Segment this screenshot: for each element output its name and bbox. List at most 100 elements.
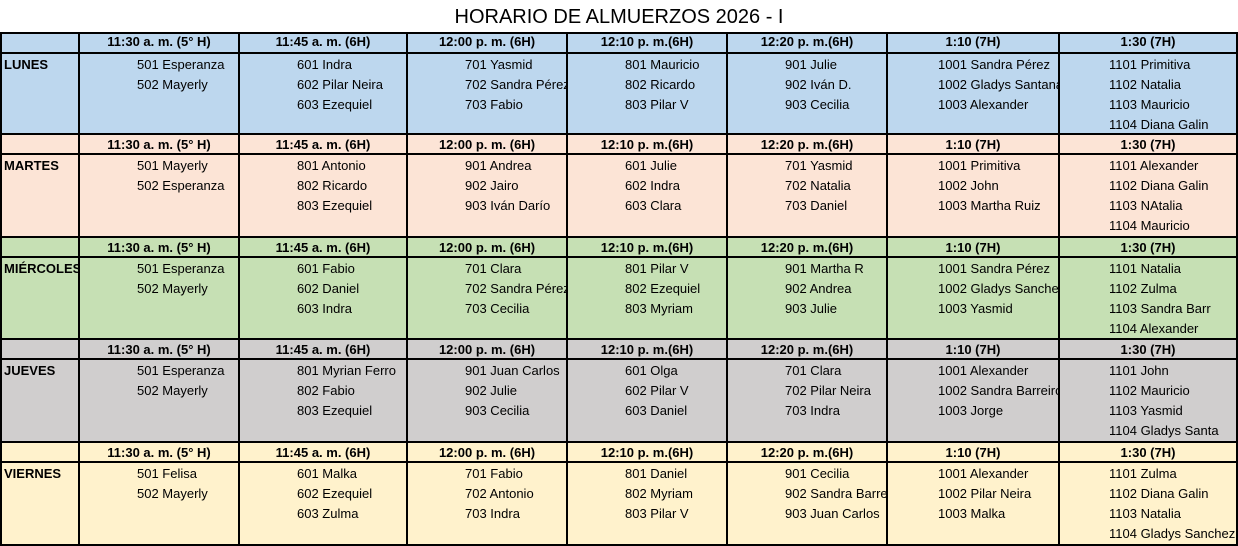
schedule-cell[interactable]: 701 Yasmid 702 Sandra Pérez 703 Fabio: [408, 54, 568, 135]
schedule-cell[interactable]: 801 Myrian Ferro 802 Fabio 803 Ezequiel: [240, 360, 408, 443]
group-teacher-entry: 901 Andrea: [465, 158, 532, 173]
schedule-cell[interactable]: 601 Indra 602 Pilar Neira 603 Ezequiel: [240, 54, 408, 135]
time-slot-header[interactable]: 11:45 a. m. (6H): [240, 340, 408, 360]
schedule-cell[interactable]: 901 Cecilia 902 Sandra Barreiro 903 Juan C…: [728, 463, 888, 546]
group-teacher-entry: 1101 Primitiva: [1109, 57, 1191, 72]
schedule-cell[interactable]: 701 Yasmid 702 Natalia 703 Daniel: [728, 155, 888, 238]
time-slot-header[interactable]: 11:45 a. m. (6H): [240, 238, 408, 258]
group-teacher-entry: 703 Indra: [465, 506, 520, 521]
time-slot-header[interactable]: 1:10 (7H): [888, 32, 1060, 54]
group-teacher-entry: 701 Yasmid: [785, 158, 853, 173]
time-slot-header[interactable]: 12:20 p. m.(6H): [728, 135, 888, 155]
group-teacher-entry: 601 Indra: [297, 57, 352, 72]
schedule-cell[interactable]: 1001 Sandra Pérez 1002 Gladys Santana 1003…: [888, 54, 1060, 135]
schedule-cell[interactable]: 601 Malka 602 Ezequiel 603 Zulma: [240, 463, 408, 546]
time-slot-header[interactable]: 12:00 p. m. (6H): [408, 238, 568, 258]
schedule-cell[interactable]: 901 Martha R 902 Andrea 903 Julie: [728, 258, 888, 340]
schedule-cell[interactable]: 601 Fabio 602 Daniel 603 Indra: [240, 258, 408, 340]
time-slot-header[interactable]: 1:30 (7H): [1060, 443, 1238, 463]
group-teacher-entry: 702 Sandra Pérez: [465, 77, 568, 92]
group-teacher-entry: 703 Cecilia: [465, 301, 530, 316]
group-teacher-entry: 501 Felisa: [137, 466, 197, 481]
schedule-cell[interactable]: 1001 Alexander 1002 Pilar Neira 1003 Malka: [888, 463, 1060, 546]
time-slot-header[interactable]: 11:30 a. m. (5° H): [80, 443, 240, 463]
time-slot-header[interactable]: 11:30 a. m. (5° H): [80, 340, 240, 360]
group-teacher-entry: 1001 Alexander: [938, 363, 1029, 378]
day-label[interactable]: JUEVES: [0, 360, 80, 443]
schedule-cell[interactable]: 1101 Primitiva 1102 Natalia 1103 Mauricio 1…: [1060, 54, 1238, 135]
schedule-cell[interactable]: 1101 Natalia 1102 Zulma 1103 Sandra Barr 11…: [1060, 258, 1238, 340]
schedule-cell[interactable]: 801 Antonio 802 Ricardo 803 Ezequiel: [240, 155, 408, 238]
time-slot-header[interactable]: 11:45 a. m. (6H): [240, 135, 408, 155]
corner-cell[interactable]: [0, 340, 80, 360]
schedule-cell[interactable]: 501 Felisa 502 Mayerly: [80, 463, 240, 546]
time-slot-header[interactable]: 11:45 a. m. (6H): [240, 32, 408, 54]
time-slot-header[interactable]: 12:10 p. m.(6H): [568, 135, 728, 155]
schedule-cell[interactable]: 1101 John 1102 Mauricio 1103 Yasmid 1104 Gl…: [1060, 360, 1238, 443]
schedule-cell[interactable]: 901 Andrea 902 Jairo 903 Iván Darío: [408, 155, 568, 238]
group-teacher-entry: 801 Mauricio: [625, 57, 700, 72]
schedule-cell[interactable]: 701 Clara 702 Pilar Neira 703 Indra: [728, 360, 888, 443]
time-slot-header[interactable]: 11:30 a. m. (5° H): [80, 32, 240, 54]
time-slot-header[interactable]: 12:20 p. m.(6H): [728, 32, 888, 54]
time-slot-header[interactable]: 12:20 p. m.(6H): [728, 443, 888, 463]
schedule-cell[interactable]: 1101 Zulma 1102 Diana Galin 1103 Natalia 11…: [1060, 463, 1238, 546]
group-teacher-entry: 1102 Mauricio: [1109, 383, 1190, 398]
schedule-cell[interactable]: 1001 Alexander 1002 Sandra Barreiro 1003 J…: [888, 360, 1060, 443]
time-slot-header[interactable]: 12:10 p. m.(6H): [568, 443, 728, 463]
schedule-cell[interactable]: 501 Esperanza 502 Mayerly: [80, 54, 240, 135]
time-slot-header[interactable]: 1:30 (7H): [1060, 340, 1238, 360]
group-teacher-entry: 502 Mayerly: [137, 77, 208, 92]
schedule-cell[interactable]: 601 Julie 602 Indra 603 Clara: [568, 155, 728, 238]
time-slot-header[interactable]: 1:10 (7H): [888, 443, 1060, 463]
day-block-lunes: LUNES 11:30 a. m. (5° H) 501 Esperanza 502 …: [0, 32, 1238, 135]
schedule-cell[interactable]: 901 Juan Carlos 902 Julie 903 Cecilia: [408, 360, 568, 443]
time-slot-header[interactable]: 12:10 p. m.(6H): [568, 32, 728, 54]
day-label[interactable]: VIERNES: [0, 463, 80, 546]
group-teacher-entry: 501 Esperanza: [137, 363, 225, 378]
corner-cell[interactable]: [0, 32, 80, 54]
time-slot-header[interactable]: 12:20 p. m.(6H): [728, 238, 888, 258]
time-slot-header[interactable]: 12:00 p. m. (6H): [408, 340, 568, 360]
schedule-cell[interactable]: 501 Esperanza 502 Mayerly: [80, 360, 240, 443]
time-slot-header[interactable]: 11:45 a. m. (6H): [240, 443, 408, 463]
time-slot-header[interactable]: 11:30 a. m. (5° H): [80, 238, 240, 258]
time-slot-header[interactable]: 12:20 p. m.(6H): [728, 340, 888, 360]
time-slot-header[interactable]: 12:00 p. m. (6H): [408, 135, 568, 155]
day-label[interactable]: MARTES: [0, 155, 80, 238]
group-teacher-entry: 1103 Natalia: [1109, 506, 1182, 521]
time-slot-header[interactable]: 11:30 a. m. (5° H): [80, 135, 240, 155]
group-teacher-entry: 803 Pilar V: [625, 506, 689, 521]
schedule-cell[interactable]: 601 Olga 602 Pilar V 603 Daniel: [568, 360, 728, 443]
corner-cell[interactable]: [0, 135, 80, 155]
time-slot-header[interactable]: 1:30 (7H): [1060, 135, 1238, 155]
group-teacher-entry: 603 Indra: [297, 301, 352, 316]
time-slot-header[interactable]: 12:00 p. m. (6H): [408, 32, 568, 54]
time-slot-header[interactable]: 1:30 (7H): [1060, 238, 1238, 258]
time-slot-header[interactable]: 12:10 p. m.(6H): [568, 340, 728, 360]
time-slot-header[interactable]: 1:30 (7H): [1060, 32, 1238, 54]
group-teacher-entry: 1002 Gladys Sanchez: [938, 281, 1060, 296]
schedule-cell[interactable]: 1001 Primitiva 1002 John 1003 Martha Ruiz: [888, 155, 1060, 238]
time-slot-header[interactable]: 1:10 (7H): [888, 135, 1060, 155]
schedule-cell[interactable]: 501 Esperanza 502 Mayerly: [80, 258, 240, 340]
schedule-cell[interactable]: 701 Clara 702 Sandra Pérez 703 Cecilia: [408, 258, 568, 340]
corner-cell[interactable]: [0, 238, 80, 258]
time-slot-header[interactable]: 12:00 p. m. (6H): [408, 443, 568, 463]
group-teacher-entry: 602 Ezequiel: [297, 486, 373, 501]
schedule-cell[interactable]: 1101 Alexander 1102 Diana Galin 1103 NAtal…: [1060, 155, 1238, 238]
group-teacher-entry: 802 Ricardo: [297, 178, 368, 193]
day-label[interactable]: LUNES: [0, 54, 80, 135]
schedule-cell[interactable]: 801 Daniel 802 Myriam 803 Pilar V: [568, 463, 728, 546]
corner-cell[interactable]: [0, 443, 80, 463]
schedule-cell[interactable]: 901 Julie 902 Iván D. 903 Cecilia: [728, 54, 888, 135]
time-slot-header[interactable]: 12:10 p. m.(6H): [568, 238, 728, 258]
day-label[interactable]: MIÉRCOLES: [0, 258, 80, 340]
schedule-cell[interactable]: 501 Mayerly 502 Esperanza: [80, 155, 240, 238]
schedule-cell[interactable]: 701 Fabio 702 Antonio 703 Indra: [408, 463, 568, 546]
schedule-cell[interactable]: 1001 Sandra Pérez 1002 Gladys Sanchez 1003…: [888, 258, 1060, 340]
schedule-cell[interactable]: 801 Mauricio 802 Ricardo 803 Pilar V: [568, 54, 728, 135]
schedule-cell[interactable]: 801 Pilar V 802 Ezequiel 803 Myriam: [568, 258, 728, 340]
time-slot-header[interactable]: 1:10 (7H): [888, 238, 1060, 258]
time-slot-header[interactable]: 1:10 (7H): [888, 340, 1060, 360]
